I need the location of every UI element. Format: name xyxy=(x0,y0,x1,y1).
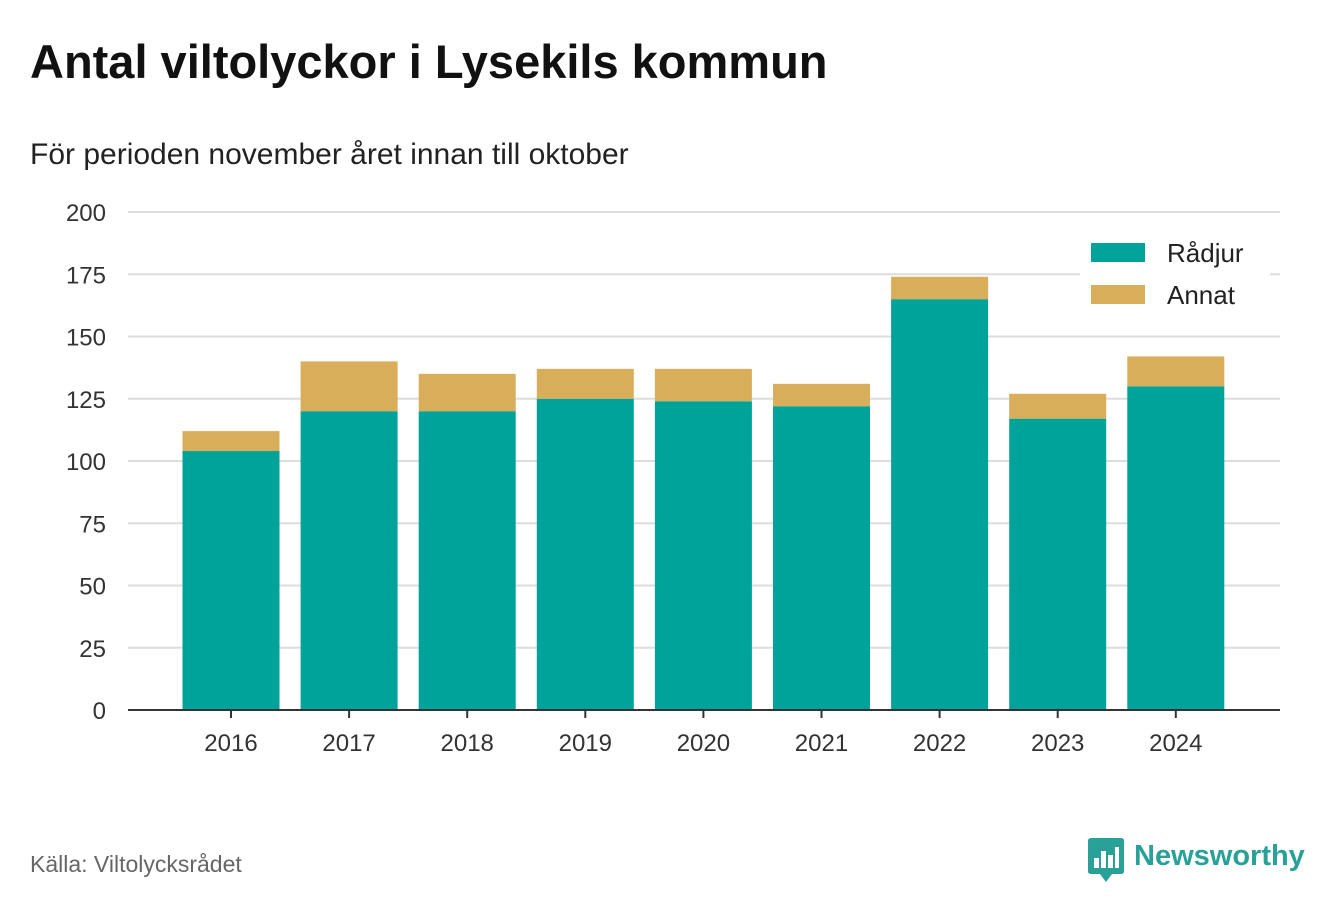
legend-label: Rådjur xyxy=(1167,238,1244,268)
bar-annat-2022 xyxy=(891,276,989,300)
legend-swatch-radjur xyxy=(1091,243,1145,262)
bar-chart-speech-bubble-icon xyxy=(1088,838,1124,882)
bar-radjur-2020 xyxy=(654,401,752,710)
bar-radjur-2022 xyxy=(891,299,989,710)
bar-radjur-2018 xyxy=(418,411,516,710)
y-tick-label: 0 xyxy=(93,698,106,725)
bar-radjur-2021 xyxy=(773,406,870,710)
chart-subtitle: För perioden november året innan till ok… xyxy=(30,138,629,171)
x-tick-label: 2021 xyxy=(795,730,848,757)
bar-radjur-2017 xyxy=(300,411,398,710)
x-tick-label: 2018 xyxy=(441,730,494,757)
bar-annat-2016 xyxy=(182,431,280,452)
bar-radjur-2024 xyxy=(1127,386,1225,710)
bar-annat-2021 xyxy=(773,383,870,407)
x-tick-label: 2024 xyxy=(1149,730,1202,757)
y-tick-label: 100 xyxy=(66,449,106,476)
legend-label: Annat xyxy=(1167,280,1236,310)
source-note: Källa: Viltolycksrådet xyxy=(30,851,242,877)
y-tick-label: 50 xyxy=(79,574,106,601)
brand-logo: Newsworthy xyxy=(1088,838,1305,882)
bar-annat-2024 xyxy=(1127,356,1225,387)
x-tick-label: 2016 xyxy=(204,730,257,757)
x-tick-label: 2022 xyxy=(913,730,966,757)
bar-annat-2017 xyxy=(300,361,398,412)
legend-swatch-annat xyxy=(1091,285,1145,304)
bar-annat-2020 xyxy=(654,368,752,402)
x-tick-label: 2019 xyxy=(559,730,612,757)
bar-annat-2023 xyxy=(1009,393,1107,419)
y-tick-label: 125 xyxy=(66,387,106,414)
bar-annat-2018 xyxy=(418,373,516,412)
y-tick-label: 25 xyxy=(79,636,106,663)
bar-radjur-2016 xyxy=(182,451,280,710)
x-tick-label: 2017 xyxy=(322,730,375,757)
brand-name: Newsworthy xyxy=(1134,839,1305,872)
x-tick-label: 2023 xyxy=(1031,730,1084,757)
x-tick-label: 2020 xyxy=(677,730,730,757)
bar-annat-2019 xyxy=(536,368,634,399)
y-tick-label: 75 xyxy=(79,511,106,538)
y-tick-label: 150 xyxy=(66,325,106,352)
bar-radjur-2023 xyxy=(1009,418,1107,710)
bar-radjur-2019 xyxy=(536,398,634,710)
chart-title: Antal viltolyckor i Lysekils kommun xyxy=(30,35,828,88)
y-tick-label: 175 xyxy=(66,262,106,289)
y-tick-label: 200 xyxy=(66,200,106,227)
